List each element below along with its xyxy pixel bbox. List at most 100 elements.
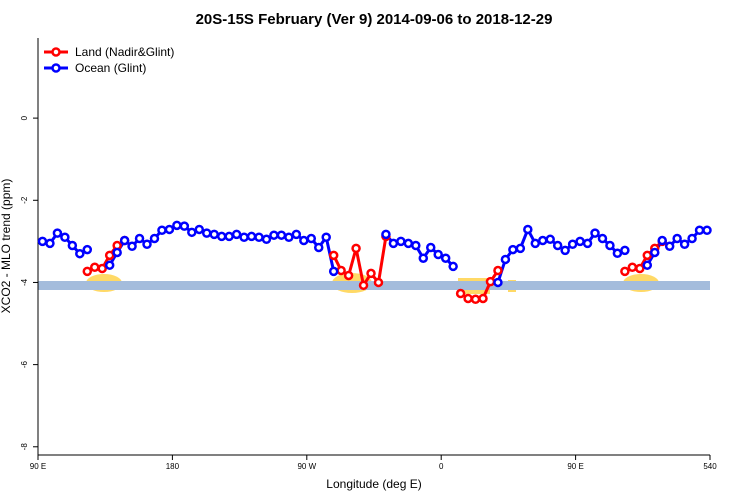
data-point bbox=[209, 229, 219, 240]
data-point bbox=[97, 263, 107, 274]
data-point bbox=[552, 240, 563, 251]
data-point bbox=[127, 241, 137, 252]
data-point bbox=[694, 225, 705, 236]
y-tick-label: -2 bbox=[20, 196, 29, 204]
data-point bbox=[433, 249, 443, 260]
data-point bbox=[82, 244, 93, 255]
data-point bbox=[530, 238, 541, 249]
x-tick-label: 90 E bbox=[30, 462, 46, 471]
data-point bbox=[104, 250, 115, 261]
data-point bbox=[478, 293, 488, 304]
y-tick-label: -4 bbox=[20, 278, 29, 286]
data-point bbox=[142, 239, 152, 249]
data-point bbox=[485, 276, 496, 287]
chart-title: 20S-15S February (Ver 9) 2014-09-06 to 2… bbox=[196, 11, 553, 28]
data-point bbox=[493, 265, 503, 276]
data-point bbox=[649, 247, 660, 258]
data-point bbox=[67, 240, 78, 251]
data-point bbox=[642, 260, 653, 270]
data-point bbox=[246, 231, 257, 242]
data-point bbox=[351, 243, 361, 254]
data-point bbox=[657, 235, 667, 246]
x-tick-label: 180 bbox=[166, 462, 180, 471]
data-point bbox=[523, 224, 533, 235]
data-point bbox=[612, 248, 623, 259]
data-point bbox=[254, 232, 264, 243]
data-point bbox=[276, 230, 287, 240]
y-tick-label: -8 bbox=[20, 443, 29, 451]
data-point bbox=[575, 236, 585, 247]
data-point bbox=[455, 288, 466, 299]
data-point bbox=[45, 238, 55, 249]
data-point bbox=[60, 232, 70, 243]
data-point bbox=[702, 225, 712, 236]
legend-marker bbox=[51, 47, 61, 57]
data-point bbox=[119, 235, 130, 246]
y-axis-label: XCO2 - MLO trend (ppm) bbox=[0, 179, 13, 314]
data-point bbox=[328, 266, 339, 277]
data-point bbox=[284, 232, 294, 243]
data-point bbox=[261, 234, 272, 245]
data-point bbox=[37, 236, 48, 247]
data-point bbox=[425, 242, 436, 253]
legend-label: Ocean (Glint) bbox=[75, 61, 146, 75]
data-point bbox=[157, 225, 167, 236]
data-point bbox=[515, 243, 526, 254]
data-point bbox=[620, 245, 630, 256]
data-point bbox=[164, 224, 175, 235]
data-point bbox=[605, 240, 615, 251]
data-point bbox=[239, 232, 249, 243]
data-point bbox=[134, 233, 145, 244]
series-line bbox=[86, 236, 664, 301]
data-point bbox=[231, 229, 242, 240]
data-point bbox=[112, 247, 122, 258]
data-point bbox=[321, 232, 331, 243]
data-point bbox=[104, 260, 115, 270]
data-point bbox=[463, 293, 473, 304]
data-point bbox=[366, 268, 376, 279]
data-point bbox=[440, 253, 451, 263]
data-point bbox=[470, 294, 481, 305]
data-point bbox=[336, 265, 346, 276]
data-point bbox=[388, 238, 399, 249]
data-point bbox=[590, 228, 600, 238]
data-point bbox=[679, 239, 690, 249]
data-point bbox=[179, 221, 190, 231]
data-point bbox=[52, 228, 63, 238]
data-point bbox=[567, 239, 578, 249]
data-point bbox=[343, 270, 354, 281]
data-point bbox=[537, 235, 548, 246]
data-point bbox=[373, 277, 384, 288]
legend-label: Land (Nadir&Glint) bbox=[75, 45, 174, 59]
x-tick-label: 90 W bbox=[297, 462, 316, 471]
data-point bbox=[149, 233, 160, 244]
data-point bbox=[664, 241, 675, 252]
data-point bbox=[224, 231, 234, 242]
data-point bbox=[358, 280, 369, 291]
data-point bbox=[201, 228, 212, 238]
x-tick-label: 90 E bbox=[567, 462, 583, 471]
data-point bbox=[642, 250, 653, 261]
data-point bbox=[306, 233, 317, 244]
data-point bbox=[313, 242, 324, 253]
y-tick-label: 0 bbox=[20, 115, 29, 120]
x-tick-label: 0 bbox=[439, 462, 444, 471]
data-point bbox=[500, 254, 511, 265]
data-point bbox=[82, 266, 93, 277]
data-point bbox=[269, 230, 279, 240]
data-point bbox=[187, 227, 197, 238]
data-point bbox=[403, 238, 414, 249]
data-point bbox=[493, 277, 503, 288]
legend-marker bbox=[51, 63, 61, 73]
data-point bbox=[687, 233, 697, 244]
data-point bbox=[381, 229, 391, 240]
data-point bbox=[172, 220, 182, 231]
data-point bbox=[620, 266, 630, 277]
data-point bbox=[396, 236, 406, 247]
data-point bbox=[299, 235, 309, 246]
data-point bbox=[291, 229, 302, 240]
data-point bbox=[448, 261, 458, 272]
data-point bbox=[597, 233, 608, 244]
data-point bbox=[672, 233, 682, 244]
data-point bbox=[418, 253, 429, 263]
